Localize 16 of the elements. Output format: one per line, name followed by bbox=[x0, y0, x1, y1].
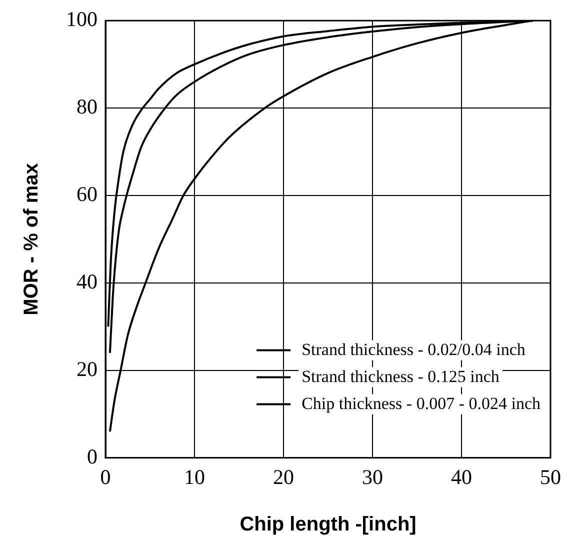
legend-label: Chip thickness - 0.007 - 0.024 inch bbox=[302, 394, 541, 413]
y-tick-label: 40 bbox=[76, 269, 98, 294]
x-tick-label: 40 bbox=[451, 464, 472, 489]
y-axis-title: MOR - % of max bbox=[20, 163, 43, 316]
y-tick-label: 0 bbox=[87, 444, 98, 468]
y-tick-label: 20 bbox=[76, 356, 98, 381]
y-tick-label: 80 bbox=[76, 94, 98, 119]
x-axis-title: Chip length -[inch] bbox=[240, 514, 416, 536]
x-tick-label: 50 bbox=[540, 464, 561, 489]
x-tick-label: 20 bbox=[273, 464, 294, 489]
x-tick-label: 10 bbox=[184, 464, 205, 489]
legend-label: Strand thickness - 0.02/0.04 inch bbox=[302, 340, 526, 359]
y-tick-label: 100 bbox=[66, 7, 98, 32]
y-tick-label: 60 bbox=[76, 182, 98, 206]
legend-label: Strand thickness - 0.125 inch bbox=[302, 366, 500, 386]
x-tick-label: 30 bbox=[362, 464, 383, 489]
